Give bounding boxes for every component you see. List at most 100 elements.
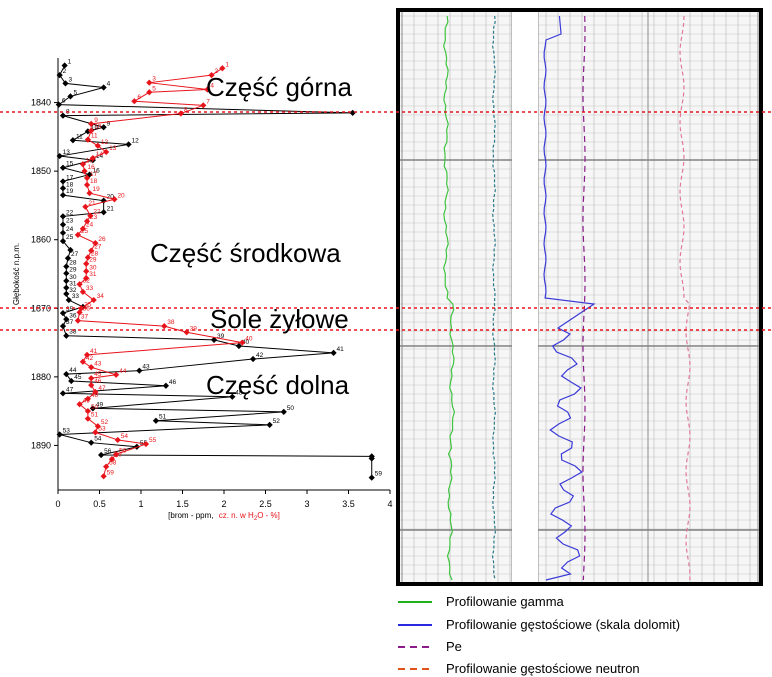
data-point: [92, 240, 99, 247]
x-tick-label: 1: [138, 499, 143, 509]
point-label: 10: [91, 124, 99, 131]
point-label: 52: [273, 418, 281, 425]
point-label: 34: [97, 293, 105, 300]
data-point: [59, 229, 67, 236]
point-label: 28: [69, 259, 77, 266]
point-label: 18: [90, 178, 98, 185]
point-label: 27: [71, 251, 79, 258]
data-point: [59, 178, 67, 185]
point-label: 29: [89, 257, 97, 264]
series-red: 1234567891011121314151617181920212223242…: [74, 61, 253, 480]
data-point: [146, 89, 153, 96]
point-label: 16: [88, 164, 96, 171]
point-label: 26: [98, 236, 106, 243]
point-label: 10: [94, 124, 102, 131]
point-label: 58: [109, 460, 117, 467]
x-tick-label: 2: [221, 499, 226, 509]
point-label: 40: [245, 336, 253, 343]
data-point: [67, 93, 74, 100]
point-label: 1: [225, 61, 229, 68]
gamma-curve: [442, 15, 456, 581]
data-point: [83, 174, 91, 182]
point-label: 35: [84, 301, 92, 308]
data-point: [79, 225, 87, 232]
point-label: 39: [190, 325, 198, 332]
data-point: [55, 101, 62, 108]
data-point: [59, 192, 67, 199]
data-point: [88, 120, 95, 127]
legend-label: Pe: [446, 639, 462, 654]
point-label: 5: [152, 85, 156, 92]
y-tick-label: 1860: [31, 235, 51, 245]
point-label: 3: [152, 76, 156, 83]
data-point: [59, 164, 67, 171]
pe-curve: [582, 15, 586, 581]
point-label: 21: [88, 200, 96, 207]
point-label: 35: [66, 306, 74, 313]
point-label: 7: [206, 98, 210, 105]
point-label: 36: [83, 305, 91, 312]
point-label: 20: [117, 192, 125, 199]
data-point: [69, 137, 77, 144]
point-label: 41: [337, 346, 345, 353]
point-label: 25: [81, 228, 89, 235]
point-label: 49: [83, 397, 91, 404]
y-tick-label: 1870: [31, 303, 51, 313]
x-axis-label: [brom - ppm, cz. n. w H2O - %]: [168, 511, 280, 522]
data-point: [161, 323, 168, 330]
legend-item-neutron: Profilowanie gęstościowe neutron: [398, 661, 640, 676]
data-point: [59, 112, 67, 119]
point-label: 25: [66, 234, 74, 241]
data-point: [349, 109, 356, 116]
point-label: 19: [93, 186, 101, 193]
point-label: 42: [86, 355, 94, 362]
data-point: [67, 246, 74, 254]
x-tick-label: 2.5: [259, 499, 272, 509]
point-label: 28: [91, 251, 99, 258]
zone-label-upper: Część górna: [206, 72, 352, 102]
point-label: 20: [107, 194, 115, 201]
point-label: 6: [62, 98, 66, 105]
point-label: 27: [94, 244, 102, 251]
point-label: 51: [91, 412, 99, 419]
data-point: [89, 155, 96, 162]
data-point: [368, 474, 375, 481]
point-label: 4: [107, 80, 111, 87]
point-label: 24: [66, 226, 74, 233]
point-label: 48: [91, 392, 99, 399]
point-label: 40: [242, 339, 250, 346]
data-point: [86, 189, 93, 197]
well-log-panel: [396, 8, 763, 586]
point-label: 15: [86, 157, 94, 164]
data-point: [219, 65, 226, 72]
point-label: 57: [115, 452, 123, 459]
point-label: 41: [90, 348, 98, 355]
legend-label: Profilowanie gęstościowe neutron: [446, 661, 640, 676]
x-tick-label: 4: [387, 499, 392, 509]
point-label: 30: [69, 274, 77, 281]
point-label: 38: [69, 329, 77, 336]
legend-label: Profilowanie gęstościowe (skala dolomit): [446, 617, 680, 632]
point-label: 37: [66, 319, 74, 326]
point-label: 12: [101, 139, 109, 146]
x-ticks: 0 0.5 1 1.5 2 2.5 3 3.5 4: [55, 490, 393, 509]
legend: Profilowanie gamma Profilowanie gęstości…: [398, 594, 680, 676]
point-label: 18: [66, 181, 74, 188]
point-label: 2: [215, 68, 219, 75]
point-label: 49: [96, 401, 104, 408]
point-label: 32: [83, 277, 91, 284]
point-label: 51: [159, 414, 167, 421]
point-label: 6: [137, 94, 141, 101]
well-log-frame: [396, 8, 763, 586]
point-label: 13: [63, 149, 71, 156]
point-label: 13: [109, 145, 117, 152]
point-label: 5: [73, 89, 77, 96]
data-point: [81, 168, 88, 175]
data-point: [61, 62, 68, 69]
log-curves: [442, 15, 691, 581]
point-label: 59: [375, 471, 383, 478]
data-point: [79, 161, 87, 168]
point-label: 54: [94, 436, 102, 443]
point-label: 23: [66, 218, 74, 225]
